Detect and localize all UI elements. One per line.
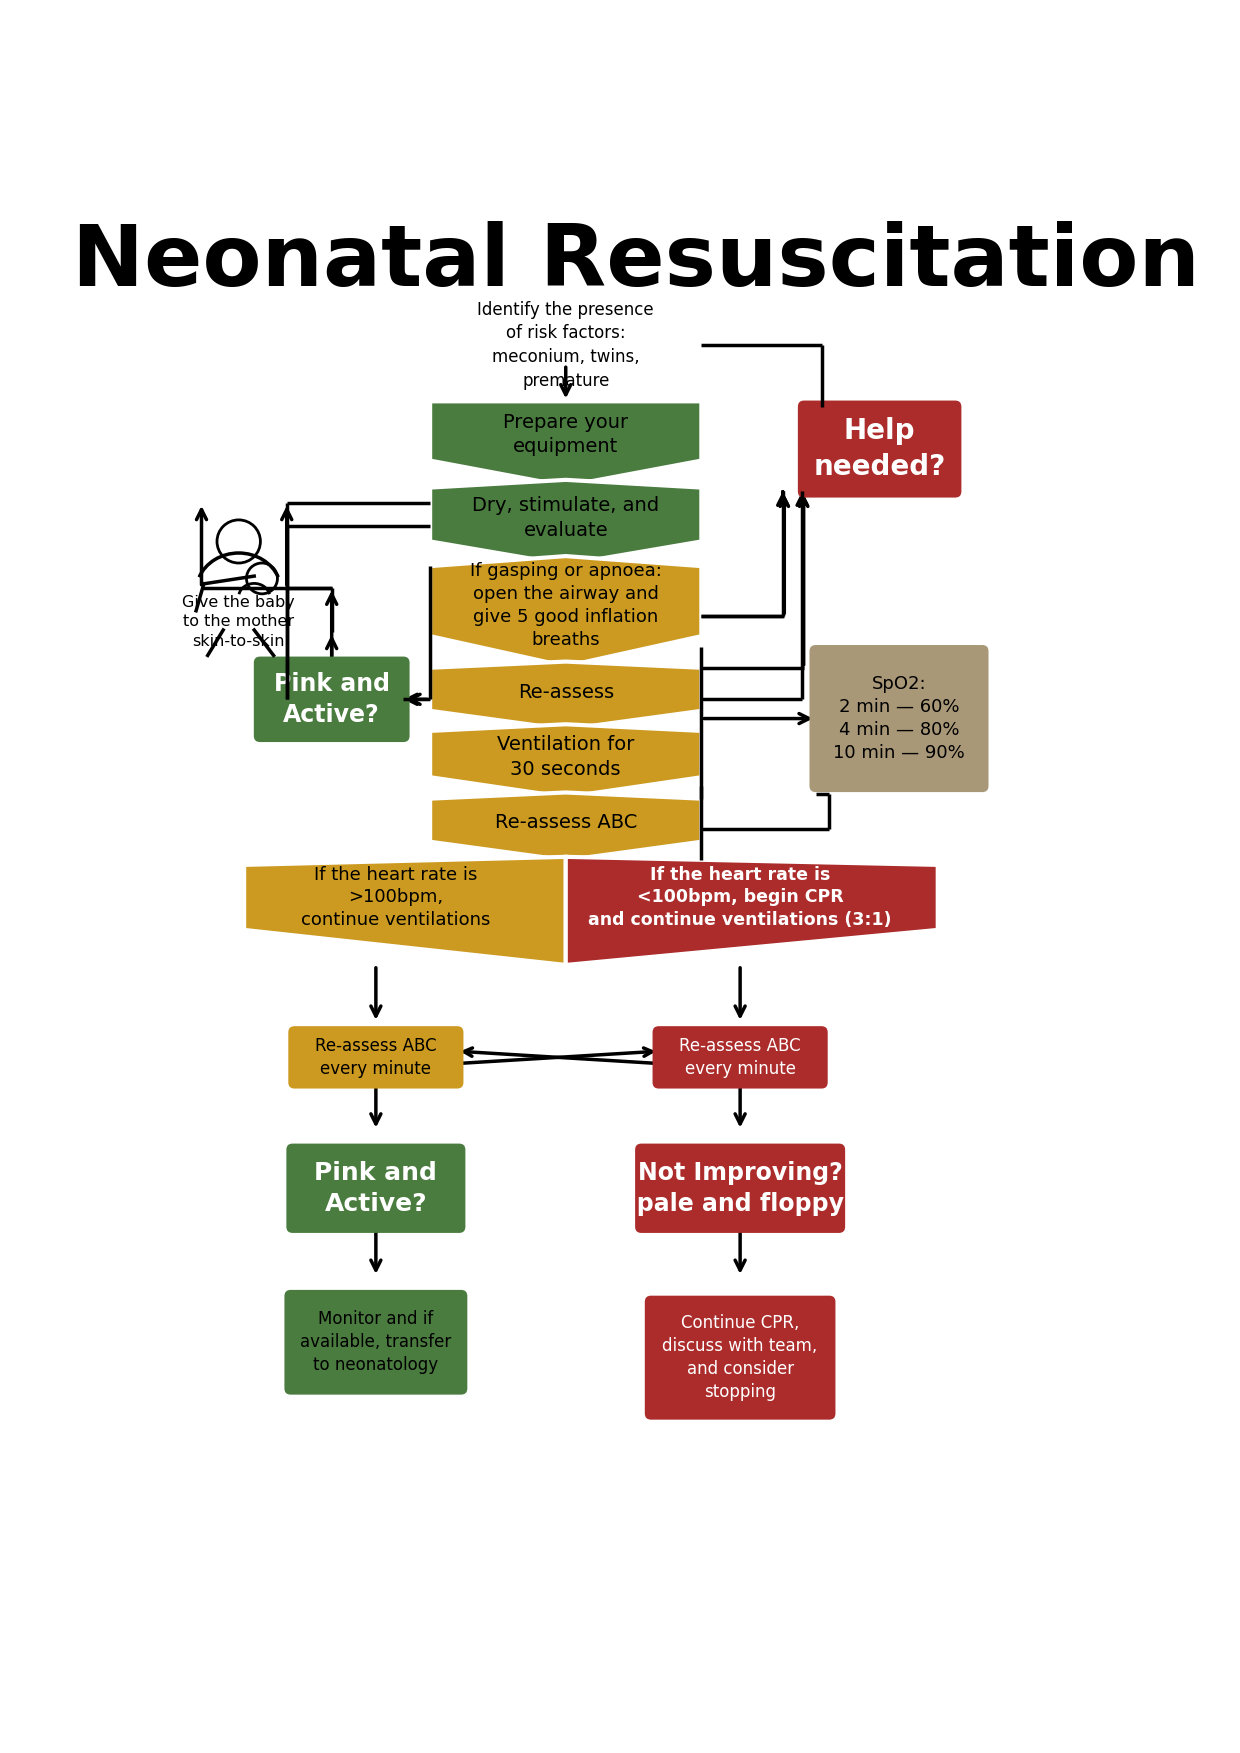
Polygon shape xyxy=(565,857,937,964)
Text: If gasping or apnoea:
open the airway and
give 5 good inflation
breaths: If gasping or apnoea: open the airway an… xyxy=(470,563,662,649)
FancyBboxPatch shape xyxy=(810,645,988,792)
FancyBboxPatch shape xyxy=(652,1026,828,1089)
FancyBboxPatch shape xyxy=(284,1290,467,1395)
Text: Re-assess ABC
every minute: Re-assess ABC every minute xyxy=(315,1038,436,1078)
Polygon shape xyxy=(430,401,702,486)
Text: Help
needed?: Help needed? xyxy=(813,417,946,480)
Text: Not Improving?
(pale and floppy): Not Improving? (pale and floppy) xyxy=(626,1160,854,1215)
Text: Dry, stimulate, and
evaluate: Dry, stimulate, and evaluate xyxy=(472,496,660,540)
FancyBboxPatch shape xyxy=(288,1026,464,1089)
FancyBboxPatch shape xyxy=(797,400,961,498)
Polygon shape xyxy=(430,480,702,564)
Text: SpO2:
2 min — 60%
4 min — 80%
10 min — 90%: SpO2: 2 min — 60% 4 min — 80% 10 min — 9… xyxy=(833,675,965,763)
Text: Re-assess: Re-assess xyxy=(517,682,614,701)
Text: Ventilation for
30 seconds: Ventilation for 30 seconds xyxy=(497,736,635,778)
Polygon shape xyxy=(430,792,702,861)
Polygon shape xyxy=(430,724,702,798)
FancyBboxPatch shape xyxy=(286,1143,465,1232)
Text: Give the baby
to the mother
skin-to-skin: Give the baby to the mother skin-to-skin xyxy=(182,594,295,649)
Polygon shape xyxy=(244,857,565,964)
FancyBboxPatch shape xyxy=(645,1295,836,1420)
Text: Prepare your
equipment: Prepare your equipment xyxy=(503,414,629,456)
Polygon shape xyxy=(430,661,702,729)
Polygon shape xyxy=(430,556,702,666)
Text: Monitor and if
available, transfer
to neonatology: Monitor and if available, transfer to ne… xyxy=(300,1309,451,1374)
Text: Neonatal Resuscitation: Neonatal Resuscitation xyxy=(72,221,1199,305)
Text: Pink and
Active?: Pink and Active? xyxy=(274,671,389,727)
Text: Pink and
Active?: Pink and Active? xyxy=(315,1160,438,1215)
Text: Re-assess ABC: Re-assess ABC xyxy=(495,813,637,833)
Text: If the heart rate is
>100bpm,
continue ventilations: If the heart rate is >100bpm, continue v… xyxy=(300,866,490,929)
Text: If the heart rate is
<100bpm, begin CPR
and continue ventilations (3:1): If the heart rate is <100bpm, begin CPR … xyxy=(588,866,892,929)
FancyBboxPatch shape xyxy=(254,657,409,742)
Text: Continue CPR,
discuss with team,
and consider
stopping: Continue CPR, discuss with team, and con… xyxy=(662,1315,817,1401)
Text: Identify the presence
of risk factors:
meconium, twins,
premature: Identify the presence of risk factors: m… xyxy=(477,302,653,389)
Text: Re-assess ABC
every minute: Re-assess ABC every minute xyxy=(680,1038,801,1078)
FancyBboxPatch shape xyxy=(635,1143,846,1232)
